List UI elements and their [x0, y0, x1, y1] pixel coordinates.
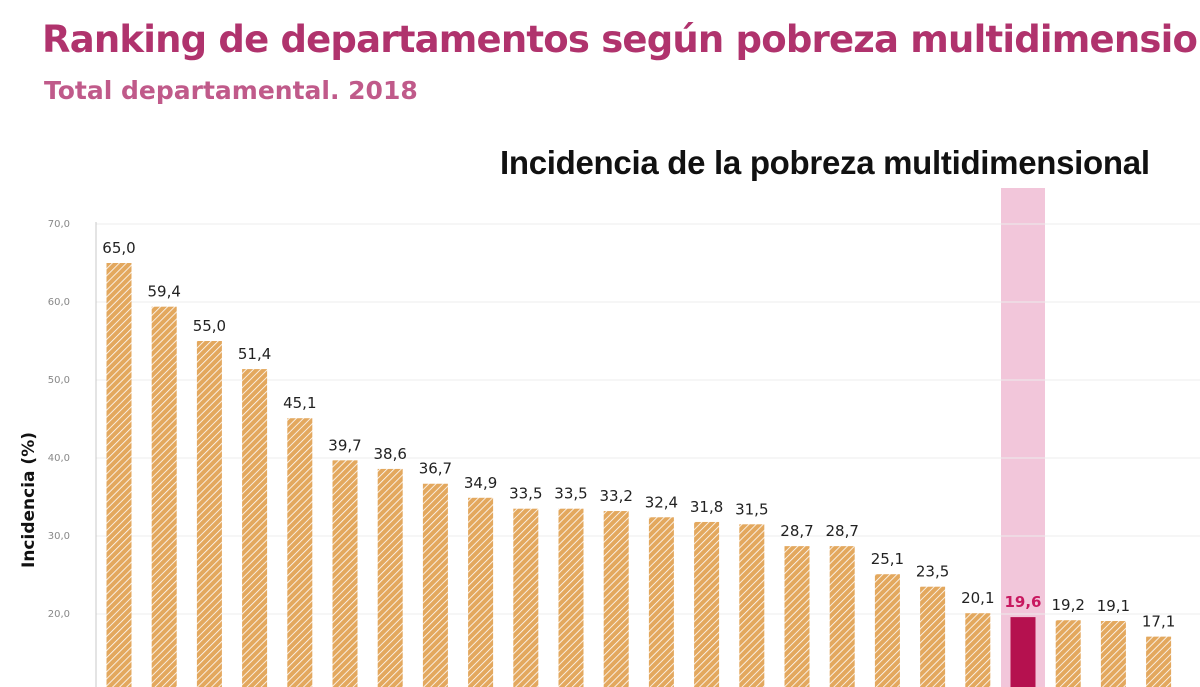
- bar: [468, 497, 494, 687]
- bar-value-label: 19,2: [1051, 596, 1084, 614]
- bar: [422, 483, 448, 687]
- bar-value-label: 36,7: [419, 460, 452, 478]
- bar: [739, 524, 765, 687]
- y-axis-label: Incidencia (%): [19, 432, 39, 568]
- bar: [1146, 636, 1172, 687]
- bar: [242, 369, 268, 687]
- bar-value-label: 33,5: [509, 485, 542, 503]
- bar-value-label: 17,1: [1142, 613, 1175, 631]
- page-subtitle: Total departamental. 2018: [44, 76, 418, 105]
- bar: [377, 468, 403, 687]
- y-tick-label: 70,0: [48, 219, 70, 230]
- highlighted-bar: [1010, 617, 1036, 687]
- y-axis-ticks: 20,0 30,0 40,0 50,0 60,0 70,0: [48, 219, 70, 620]
- bar-value-label: 65,0: [102, 239, 135, 257]
- y-tick-label: 60,0: [48, 297, 70, 308]
- bars: [106, 263, 1172, 687]
- bar-value-label: 28,7: [780, 522, 813, 540]
- bar: [965, 613, 991, 687]
- bar-value-label: 32,4: [645, 493, 678, 511]
- bar-value-label: 33,2: [599, 487, 632, 505]
- bar-value-label: 59,4: [147, 283, 180, 301]
- bar: [196, 341, 222, 687]
- bar-value-label: 20,1: [961, 589, 994, 607]
- bar-value-label: 23,5: [916, 563, 949, 581]
- y-tick-label: 50,0: [48, 375, 70, 386]
- bar-value-label: 31,8: [690, 498, 723, 516]
- bar: [558, 508, 584, 687]
- bar-value-label: 45,1: [283, 394, 316, 412]
- bar-value-label: 51,4: [238, 345, 271, 363]
- page-title: Ranking de departamentos según pobreza m…: [42, 18, 1200, 61]
- bar-value-label: 25,1: [871, 550, 904, 568]
- bar-value-label: 38,6: [373, 445, 406, 463]
- bar-value-label: 55,0: [193, 317, 226, 335]
- bar: [920, 586, 946, 687]
- bar: [874, 574, 900, 687]
- y-tick-label: 40,0: [48, 453, 70, 464]
- bar: [332, 460, 358, 687]
- bar: [603, 511, 629, 687]
- bar-value-label: 31,5: [735, 500, 768, 518]
- bar: [829, 546, 855, 687]
- bar: [106, 263, 132, 687]
- bar-value-label: 19,6: [1004, 593, 1041, 611]
- bar: [784, 546, 810, 687]
- bar-value-label: 33,5: [554, 485, 587, 503]
- bar-value-label: 19,1: [1097, 597, 1130, 615]
- highlight-band: [1001, 188, 1045, 687]
- bar-value-label: 39,7: [328, 436, 361, 454]
- bar: [1055, 620, 1081, 687]
- value-labels: 65,0 59,4 55,0 51,4 45,1 39,7 38,6 36,7 34,9 33,5…: [102, 239, 1175, 631]
- bar-value-label: 28,7: [825, 522, 858, 540]
- bar: [151, 306, 177, 687]
- chart-title: Incidencia de la pobreza multidimensiona…: [500, 144, 1150, 181]
- y-tick-label: 20,0: [48, 609, 70, 620]
- bar: [648, 517, 674, 687]
- bar-value-label: 34,9: [464, 474, 497, 492]
- y-tick-label: 30,0: [48, 531, 70, 542]
- bar: [694, 521, 720, 687]
- bar: [287, 418, 313, 687]
- gridlines: [96, 223, 1200, 615]
- bar: [1100, 621, 1126, 687]
- bar: [513, 508, 539, 687]
